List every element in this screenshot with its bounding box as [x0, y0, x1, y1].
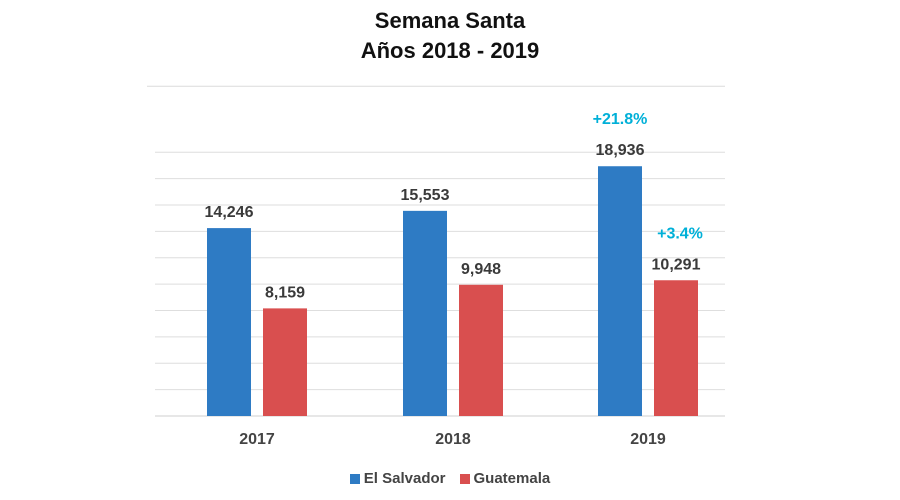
bar-guatemala-2018: [459, 284, 503, 416]
legend-item-guatemala[interactable]: Guatemala: [459, 470, 551, 487]
chart-subtitle: Años 2018 - 2019: [360, 38, 540, 63]
x-tick-label: 2019: [630, 431, 666, 448]
data-label: 8,159: [265, 284, 305, 301]
bar-el-salvador-2018: [403, 210, 447, 416]
legend-label: Guatemala: [473, 470, 551, 487]
data-label: 9,948: [461, 261, 501, 278]
x-tick-label: 2017: [239, 431, 275, 448]
legend-swatch-el-salvador: [349, 473, 360, 484]
data-label: 14,246: [205, 204, 254, 221]
data-label: 15,553: [401, 187, 450, 204]
bar-guatemala-2019: [654, 280, 698, 416]
change-annotation: +21.8%: [593, 111, 648, 128]
data-label: 18,936: [596, 142, 645, 159]
data-label: 10,291: [652, 256, 701, 273]
x-tick-label: 2018: [435, 431, 471, 448]
bar-guatemala-2017: [263, 308, 307, 416]
legend-swatch-guatemala: [459, 473, 470, 484]
legend-label: El Salvador: [363, 470, 446, 487]
bar-el-salvador-2019: [598, 166, 642, 416]
change-annotation: +3.4%: [657, 225, 703, 242]
legend-item-el-salvador[interactable]: El Salvador: [349, 470, 446, 487]
bar-el-salvador-2017: [207, 228, 251, 416]
chart-title: Semana Santa: [374, 8, 526, 33]
legend: El Salvador Guatemala: [0, 470, 900, 487]
